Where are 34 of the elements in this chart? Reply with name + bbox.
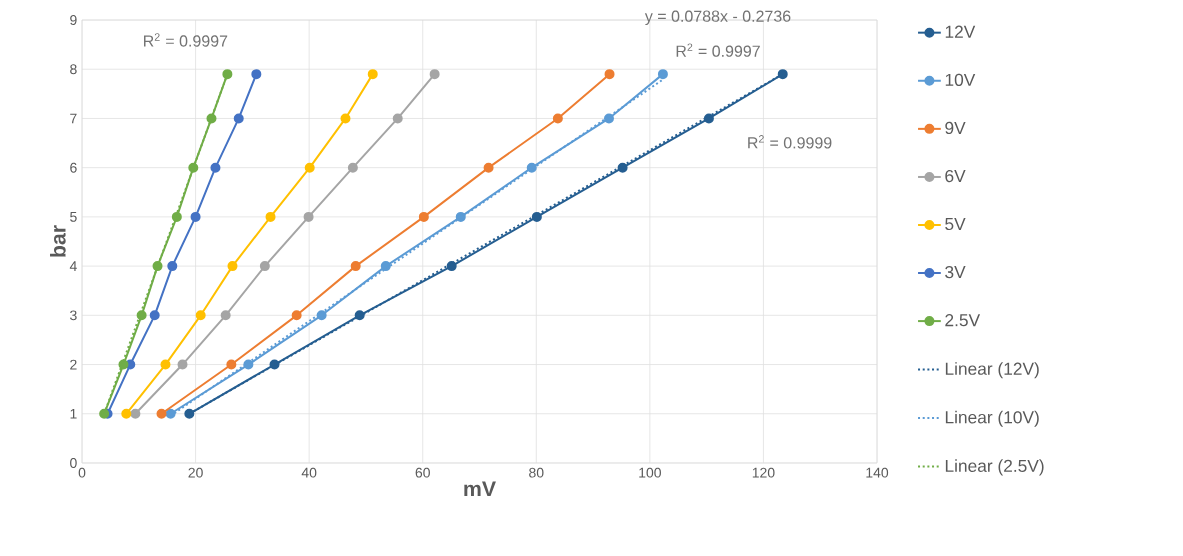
legend-label: 2.5V — [945, 314, 981, 327]
legend-label: Linear (2.5V) — [945, 459, 1044, 476]
legend-label: 6V — [945, 169, 966, 183]
legend-label: Linear (10V) — [945, 410, 1039, 427]
legend-label: 5V — [945, 218, 966, 231]
legend-label: 9V — [945, 121, 966, 135]
x-tick-label: 120 — [752, 467, 775, 478]
y-tick-label: 0 — [70, 458, 77, 468]
legend-label: Linear (12V) — [945, 362, 1039, 379]
x-tick-label: 0 — [78, 467, 86, 478]
x-tick-label: 100 — [639, 467, 661, 478]
legend-label: 12V — [945, 25, 976, 38]
legend-label: 10V — [945, 73, 976, 86]
annotation: y = 0.0788x - 0.2736 — [644, 10, 791, 26]
y-axis-title: bar — [50, 225, 66, 257]
y-tick-label: 9 — [70, 15, 77, 25]
x-tick-label: 60 — [415, 467, 430, 478]
y-tick-label: 4 — [69, 261, 77, 271]
x-tick-label: 40 — [301, 467, 317, 478]
annotation: R$^{2}$ = 0.9997 — [144, 33, 228, 47]
y-tick-label: 5 — [70, 212, 77, 222]
x-tick-label: 20 — [188, 467, 203, 478]
y-tick-label: 2 — [70, 359, 77, 370]
x-tick-label: 140 — [866, 467, 889, 478]
legend-label: 3V — [945, 265, 966, 279]
y-tick-label: 8 — [70, 64, 77, 75]
y-tick-label: 6 — [70, 162, 77, 173]
y-tick-label: 3 — [70, 310, 77, 321]
x-tick-label: 80 — [529, 467, 544, 478]
x-axis-title: mV — [464, 481, 496, 497]
y-tick-label: 7 — [70, 113, 77, 124]
y-tick-label: 1 — [70, 408, 77, 419]
annotation: R$^{2}$ = 0.9999 — [748, 135, 832, 149]
annotation: R$^{2}$ = 0.9997 — [676, 43, 760, 57]
